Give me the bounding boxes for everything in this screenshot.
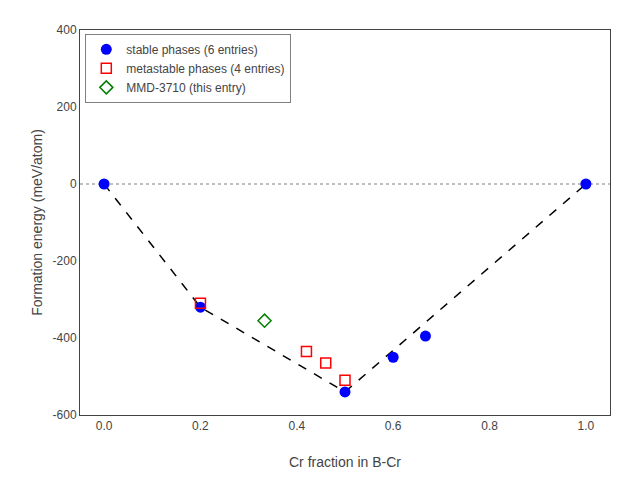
svg-text:-600: -600 xyxy=(53,408,77,422)
svg-text:Cr fraction in B-Cr: Cr fraction in B-Cr xyxy=(289,454,401,470)
svg-text:0.8: 0.8 xyxy=(481,419,498,433)
svg-text:400: 400 xyxy=(57,23,77,37)
svg-text:0.0: 0.0 xyxy=(96,419,113,433)
svg-text:0.2: 0.2 xyxy=(192,419,209,433)
svg-text:200: 200 xyxy=(57,100,77,114)
svg-text:MMD-3710 (this entry): MMD-3710 (this entry) xyxy=(126,81,245,95)
svg-text:1.0: 1.0 xyxy=(578,419,595,433)
svg-text:stable phases (6 entries): stable phases (6 entries) xyxy=(126,43,257,57)
svg-text:-200: -200 xyxy=(53,254,77,268)
svg-text:metastable phases (4 entries): metastable phases (4 entries) xyxy=(126,62,284,76)
svg-text:0.6: 0.6 xyxy=(385,419,402,433)
svg-text:0: 0 xyxy=(70,177,77,191)
svg-text:0.4: 0.4 xyxy=(288,419,305,433)
svg-text:Formation energy (meV/atom): Formation energy (meV/atom) xyxy=(29,129,45,316)
svg-text:-400: -400 xyxy=(53,331,77,345)
